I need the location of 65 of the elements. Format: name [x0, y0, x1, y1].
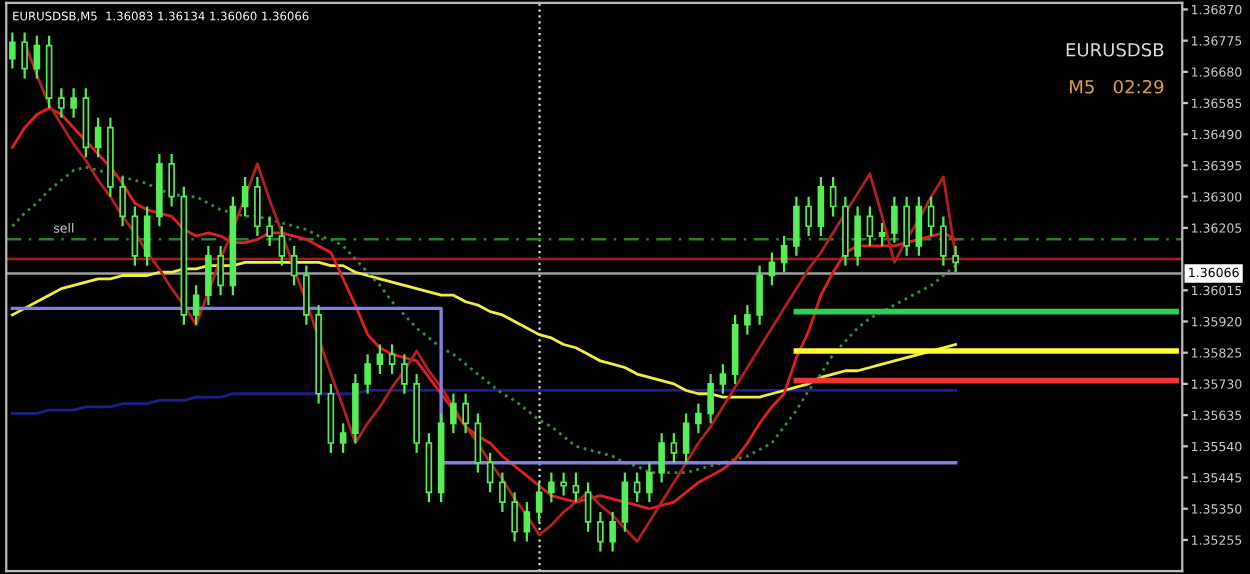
- candlestick: [290, 244, 298, 287]
- candlestick: [572, 471, 580, 504]
- candlestick: [927, 195, 935, 238]
- candlestick: [695, 402, 702, 435]
- candlestick: [303, 264, 310, 326]
- candlestick: [817, 175, 825, 238]
- candlestick: [58, 87, 65, 119]
- candlestick: [33, 34, 41, 80]
- candlestick: [866, 205, 874, 248]
- candlestick: [805, 195, 812, 238]
- candlestick: [658, 432, 665, 484]
- candlestick: [682, 412, 690, 464]
- candlestick: [254, 175, 261, 238]
- candlestick: [192, 284, 200, 326]
- candlestick: [376, 343, 384, 376]
- candlestick: [278, 225, 286, 267]
- candlestick: [205, 244, 212, 307]
- candlestick: [854, 205, 861, 267]
- candlestick: [241, 175, 249, 218]
- candlestick: [584, 481, 592, 533]
- candlestick: [9, 31, 16, 70]
- candlestick: [486, 451, 494, 494]
- candlestick: [707, 372, 714, 425]
- candlestick: [719, 363, 727, 395]
- candlestick: [780, 234, 788, 274]
- candlestick: [597, 510, 604, 553]
- candlestick: [523, 501, 531, 543]
- candlestick: [266, 215, 273, 248]
- candlestick: [119, 175, 126, 228]
- candlestick: [168, 152, 175, 208]
- candlestick: [21, 31, 28, 80]
- candlestick: [511, 491, 518, 543]
- candlestick: [891, 195, 898, 244]
- candlestick: [131, 205, 139, 267]
- candlestick: [401, 353, 408, 395]
- candlestick: [952, 244, 959, 274]
- candlestick: [878, 221, 886, 248]
- candlestick: [621, 471, 629, 533]
- candlestick: [646, 461, 653, 504]
- candlestick: [548, 471, 555, 504]
- candlestick: [609, 510, 616, 553]
- candlestick: [339, 422, 347, 454]
- candlestick: [94, 116, 102, 159]
- annotation: M5 02:29: [1070, 79, 1164, 94]
- candlestick: [670, 432, 678, 464]
- candlestick: [633, 471, 641, 504]
- candlestick: [560, 471, 567, 497]
- candlestick: [829, 175, 837, 218]
- candlestick: [450, 392, 457, 435]
- candlestick: [940, 215, 947, 267]
- candlestick: [756, 264, 763, 326]
- candlestick: [70, 87, 77, 119]
- candlestick: [474, 412, 482, 474]
- annotation: EURUSDSB: [1066, 42, 1164, 57]
- candlestick: [793, 195, 800, 257]
- candlestick: [462, 392, 469, 435]
- candlestick: [364, 353, 371, 395]
- candlestick: [915, 195, 923, 257]
- candlestick: [903, 195, 910, 257]
- candlestick: [744, 303, 751, 336]
- candlestick: [217, 244, 224, 297]
- candlestick: [499, 471, 506, 514]
- candlestick: [388, 343, 396, 376]
- candlestick: [143, 205, 151, 267]
- candlestick: [535, 481, 543, 523]
